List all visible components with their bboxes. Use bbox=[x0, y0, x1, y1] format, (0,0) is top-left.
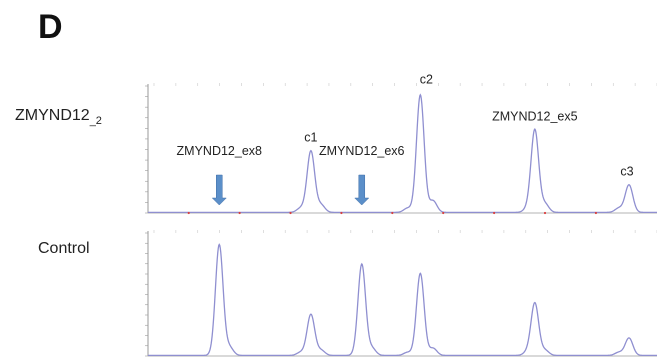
peak-label: c1 bbox=[304, 131, 317, 145]
peak-label: c3 bbox=[620, 164, 633, 178]
peak-arrow-icon bbox=[211, 174, 227, 206]
peak-label: c2 bbox=[420, 73, 433, 87]
trace-zmynd12_2 bbox=[148, 93, 657, 214]
size-marker bbox=[187, 211, 190, 215]
size-marker bbox=[289, 211, 292, 215]
row-label-control: Control bbox=[38, 240, 90, 258]
size-marker bbox=[238, 211, 241, 215]
peak-label: ZMYND12_ex6 bbox=[319, 144, 404, 158]
row-label-zmynd12: ZMYND12_2 bbox=[15, 107, 102, 127]
peak-label: ZMYND12_ex8 bbox=[177, 144, 262, 158]
peak-arrow-icon bbox=[354, 174, 370, 206]
row-label-main: ZMYND12 bbox=[15, 107, 90, 124]
size-marker bbox=[594, 211, 598, 215]
peak-label: ZMYND12_ex5 bbox=[492, 109, 577, 123]
size-marker bbox=[442, 211, 445, 215]
size-marker bbox=[493, 211, 496, 215]
size-marker bbox=[340, 211, 343, 215]
row-label-sub: _2 bbox=[89, 115, 102, 128]
trace-control bbox=[148, 243, 657, 357]
panel-label: D bbox=[38, 8, 63, 46]
size-marker bbox=[391, 211, 394, 215]
row-label-main: Control bbox=[38, 240, 90, 257]
size-marker bbox=[543, 211, 547, 215]
